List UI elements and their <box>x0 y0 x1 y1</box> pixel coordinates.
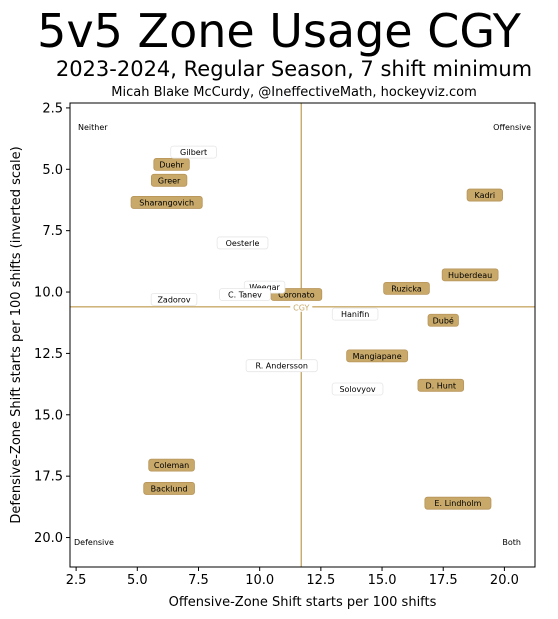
player-label-e-lindholm: E. Lindholm <box>434 499 481 508</box>
y-tick-label: 2.5 <box>42 101 63 116</box>
player-marker-e-lindholm <box>424 496 492 510</box>
player-marker-mangiapane <box>346 349 409 363</box>
x-tick-label: 20.0 <box>490 573 519 588</box>
plot-frame <box>69 102 536 568</box>
x-tick-label: 12.5 <box>306 573 335 588</box>
x-tick-label: 17.5 <box>429 573 458 588</box>
y-tick-label: 5.0 <box>42 163 63 178</box>
corner-label-defensive: Defensive <box>74 538 114 547</box>
x-tick-label: 2.5 <box>66 573 87 588</box>
y-tick-label: 17.5 <box>34 470 63 485</box>
y-tick-label: 10.0 <box>34 286 63 301</box>
player-label-solovyov: Solovyov <box>339 385 375 394</box>
x-tick-label: 5.0 <box>127 573 148 588</box>
player-label-backlund: Backlund <box>151 484 188 493</box>
player-label-coronato: Coronato <box>278 290 315 299</box>
corner-label-both: Both <box>502 538 521 547</box>
chart-credit: Micah Blake McCurdy, @IneffectiveMath, h… <box>111 85 477 100</box>
chart-subtitle: 2023-2024, Regular Season, 7 shift minim… <box>55 57 533 81</box>
player-marker-oesterle <box>216 236 269 250</box>
chart-title: 5v5 Zone Usage CGY <box>37 4 521 58</box>
player-marker-gilbert <box>170 145 217 159</box>
x-tick-label: 15.0 <box>368 573 397 588</box>
player-label-zadorov: Zadorov <box>157 295 190 304</box>
player-marker-r-andersson <box>245 359 318 373</box>
player-label-r-andersson: R. Andersson <box>255 362 308 371</box>
player-marker-greer <box>150 173 188 187</box>
player-marker-coleman <box>148 458 195 472</box>
player-label-coleman: Coleman <box>154 461 189 470</box>
player-marker-ruzicka <box>383 281 430 295</box>
y-axis-label: Defensive-Zone Shift starts per 100 shif… <box>9 146 24 523</box>
team-label: CGY <box>293 303 309 312</box>
x-tick-label: 7.5 <box>188 573 209 588</box>
player-label-dub-: Dubé <box>433 315 454 325</box>
player-marker-zadorov <box>150 293 198 306</box>
player-marker-dub- <box>427 313 459 327</box>
player-label-gilbert: Gilbert <box>180 148 207 157</box>
y-tick-label: 15.0 <box>34 408 63 423</box>
player-marker-duehr <box>153 157 190 171</box>
player-marker-hanifin <box>331 307 379 321</box>
player-label-d-hunt: D. Hunt <box>426 381 457 390</box>
player-marker-solovyov <box>331 382 384 396</box>
team-label-background <box>290 300 313 312</box>
corner-label-offensive: Offensive <box>493 123 531 132</box>
y-tick-label: 12.5 <box>34 347 63 362</box>
player-marker-c-tanev <box>219 288 271 301</box>
y-tick-label: 20.0 <box>34 531 63 546</box>
player-label-greer: Greer <box>158 176 181 185</box>
player-label-kadri: Kadri <box>475 191 496 200</box>
player-label-ruzicka: Ruzicka <box>391 284 422 293</box>
player-marker-backlund <box>143 482 195 495</box>
y-tick-label: 7.5 <box>42 224 63 239</box>
player-label-huberdeau: Huberdeau <box>448 271 492 280</box>
x-axis-label: Offensive-Zone Shift starts per 100 shif… <box>169 595 437 610</box>
player-label-weegar: Weegar <box>249 283 280 292</box>
corner-label-neither: Neither <box>78 123 108 132</box>
player-marker-sharangovich <box>130 196 203 209</box>
player-label-c-tanev: C. Tanev <box>228 290 262 299</box>
player-marker-huberdeau <box>441 268 499 282</box>
player-label-oesterle: Oesterle <box>226 239 260 248</box>
player-label-sharangovich: Sharangovich <box>139 198 194 207</box>
player-marker-kadri <box>466 188 503 202</box>
player-label-mangiapane: Mangiapane <box>353 352 402 361</box>
player-label-hanifin: Hanifin <box>341 310 369 319</box>
player-label-duehr: Duehr <box>159 160 184 169</box>
x-tick-label: 10.0 <box>245 573 274 588</box>
player-marker-d-hunt <box>417 378 465 392</box>
